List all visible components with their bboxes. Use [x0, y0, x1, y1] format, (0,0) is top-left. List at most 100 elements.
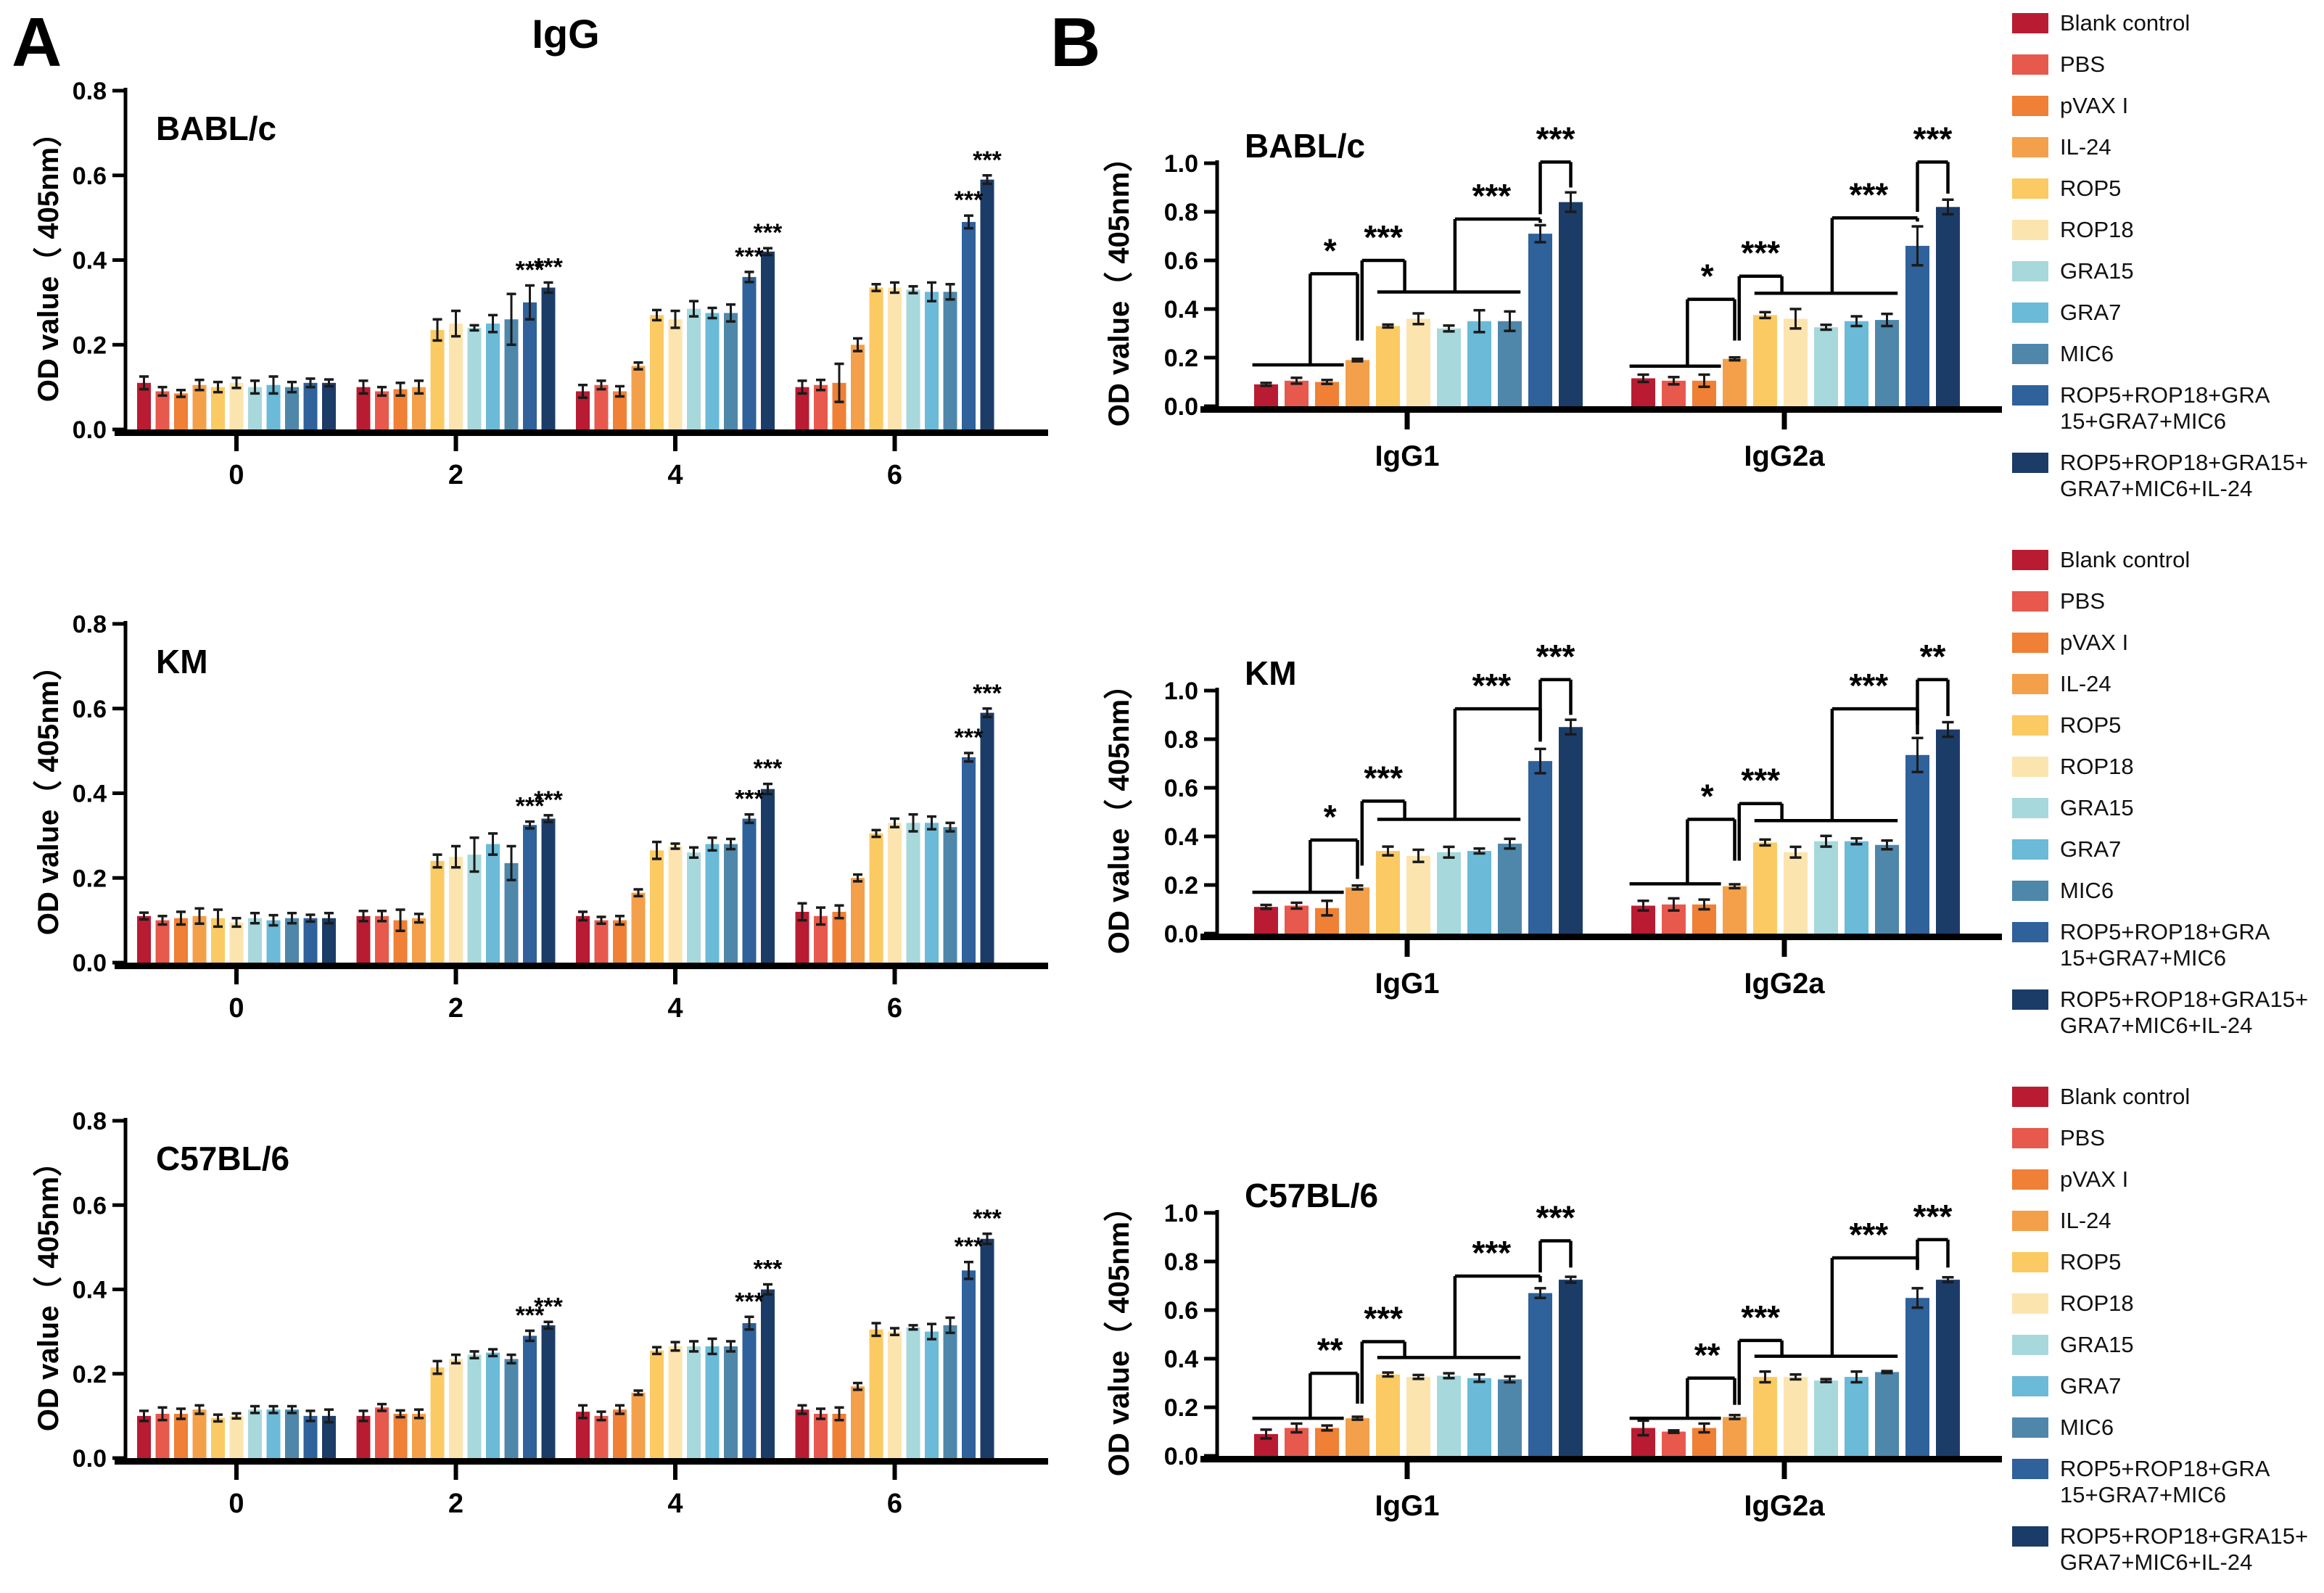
bar — [980, 1238, 994, 1458]
legend-label: Blank control — [2060, 10, 2191, 36]
bar — [1936, 207, 1960, 406]
legend-swatch — [2012, 1376, 2048, 1396]
bar — [174, 918, 188, 963]
legend-swatch — [2012, 1211, 2048, 1231]
bar — [1559, 727, 1583, 934]
significance-stars: *** — [735, 1288, 764, 1315]
legend-label: GRA15 — [2060, 1332, 2134, 1357]
legend-swatch — [2012, 220, 2048, 240]
legend-label: IL-24 — [2060, 1208, 2111, 1233]
bar — [1285, 380, 1309, 406]
legend-label: ROP5+ROP18+GRA15+ GRA7+MIC6+IL-24 — [2060, 450, 2309, 501]
legend-swatch — [2012, 96, 2048, 116]
bar — [1875, 1372, 1899, 1456]
legend-swatch — [2012, 674, 2048, 694]
bar — [1285, 905, 1309, 934]
bar — [155, 391, 170, 429]
y-tick-label: 0.0 — [1164, 1443, 1198, 1470]
legend-label: GRA15 — [2060, 258, 2134, 284]
bar — [724, 1346, 738, 1458]
significance-stars: *** — [735, 243, 764, 271]
legend-item: pVAX I — [2012, 630, 2324, 656]
bar — [467, 855, 482, 963]
bar — [1406, 855, 1430, 934]
bar — [1437, 1375, 1461, 1456]
legend-label: ROP18 — [2060, 754, 2134, 779]
bar — [303, 918, 318, 963]
y-tick-label: 0.8 — [1164, 199, 1198, 226]
bar — [1406, 318, 1430, 406]
panel-b-chart-km: 0.00.20.40.60.81.0OD value（ 405nm）IgG1**… — [1103, 638, 2002, 1000]
bar — [668, 1346, 683, 1458]
significance-stars: *** — [1741, 762, 1780, 799]
bar — [1346, 1418, 1369, 1456]
y-tick-label: 0.2 — [73, 1361, 107, 1388]
significance-stars: *** — [754, 1256, 783, 1283]
bar — [650, 850, 664, 963]
bar — [631, 1392, 646, 1458]
legend-swatch — [2012, 922, 2048, 942]
legend-item: PBS — [2012, 52, 2324, 78]
bar — [851, 1386, 865, 1458]
legend-swatch — [2012, 715, 2048, 736]
y-tick-label: 1.0 — [1164, 150, 1198, 178]
bar — [832, 382, 846, 429]
y-tick-label: 0.0 — [73, 416, 107, 444]
legend-item: pVAX I — [2012, 93, 2324, 119]
bar — [962, 1270, 976, 1458]
x-tick-label: IgG2a — [1744, 440, 1825, 472]
bar — [1784, 852, 1808, 934]
bar — [1346, 360, 1369, 406]
legend-item: ROP18 — [2012, 754, 2324, 780]
bar — [1723, 1417, 1747, 1456]
y-axis-title: OD value（ 405nm） — [1103, 1193, 1135, 1476]
bar — [1845, 321, 1868, 406]
bar — [888, 287, 902, 429]
bar — [1905, 1298, 1929, 1456]
y-tick-label: 0.6 — [1164, 247, 1198, 275]
bar — [1559, 202, 1583, 406]
significance-stars: * — [1324, 231, 1337, 269]
bar — [1376, 1374, 1400, 1456]
legend-label: pVAX I — [2060, 630, 2129, 655]
y-tick-label: 0.0 — [73, 1445, 107, 1473]
bar — [449, 324, 463, 429]
y-tick-label: 0.4 — [1164, 296, 1198, 324]
x-tick-label: 6 — [887, 993, 902, 1024]
strain-label: KM — [1245, 654, 1297, 692]
y-tick-label: 0.0 — [73, 950, 107, 977]
bar — [1845, 1377, 1868, 1456]
bar — [962, 221, 976, 429]
bar — [851, 345, 865, 429]
x-tick-label: 2 — [448, 993, 463, 1024]
bar — [724, 844, 738, 963]
y-tick-label: 1.0 — [1164, 678, 1198, 705]
bar — [943, 292, 957, 429]
bar — [248, 387, 262, 429]
significance-stars: *** — [1364, 1300, 1403, 1338]
bar — [1784, 318, 1808, 406]
bar — [814, 915, 828, 963]
strain-label: BABL/c — [156, 110, 276, 147]
legend-swatch — [2012, 1459, 2048, 1479]
bar — [650, 315, 664, 429]
bar — [1814, 327, 1838, 406]
significance-stars: *** — [955, 724, 984, 752]
legend-swatch — [2012, 1252, 2048, 1272]
significance-stars: *** — [516, 257, 545, 284]
legend-swatch — [2012, 757, 2048, 777]
legend-swatch — [2012, 550, 2048, 570]
bar — [523, 825, 537, 963]
legend-item: GRA7 — [2012, 300, 2324, 326]
bar — [322, 1415, 336, 1458]
legend-label: PBS — [2060, 588, 2106, 614]
bar — [229, 382, 244, 429]
legend-item: ROP5+ROP18+GRA 15+GRA7+MIC6 — [2012, 382, 2324, 435]
bar — [869, 833, 883, 963]
significance-stars: * — [1324, 798, 1337, 836]
bar — [412, 918, 426, 963]
bar — [687, 1346, 701, 1458]
legend-label: ROP18 — [2060, 217, 2134, 242]
bar — [1437, 328, 1461, 406]
bar — [192, 915, 207, 963]
